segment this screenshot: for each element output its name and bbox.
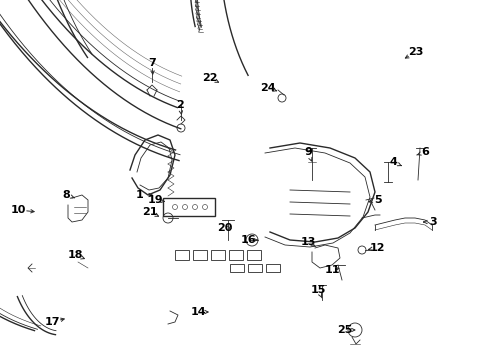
Bar (175, 250, 189, 260)
Bar (230, 264, 244, 272)
Text: 24: 24 (260, 83, 276, 93)
Text: 5: 5 (374, 195, 382, 205)
Text: 23: 23 (408, 47, 424, 57)
Text: 14: 14 (190, 307, 206, 317)
Bar (229, 250, 243, 260)
Text: 7: 7 (148, 58, 156, 68)
Bar (248, 264, 262, 272)
Text: 17: 17 (44, 317, 60, 327)
Text: 20: 20 (217, 223, 233, 233)
Text: 1: 1 (136, 190, 144, 200)
Text: 22: 22 (202, 73, 218, 83)
Text: 4: 4 (389, 157, 397, 167)
Text: 3: 3 (429, 217, 437, 227)
Bar (163, 198, 215, 216)
Text: 13: 13 (300, 237, 316, 247)
Bar (193, 250, 207, 260)
Text: 8: 8 (62, 190, 70, 200)
Text: 6: 6 (421, 147, 429, 157)
Text: 19: 19 (147, 195, 163, 205)
Text: 18: 18 (67, 250, 83, 260)
Text: 12: 12 (369, 243, 385, 253)
Text: 2: 2 (176, 100, 184, 110)
Text: 21: 21 (142, 207, 158, 217)
Text: 11: 11 (324, 265, 340, 275)
Text: 9: 9 (304, 147, 312, 157)
Bar (247, 250, 261, 260)
Text: 25: 25 (337, 325, 353, 335)
Bar (266, 264, 280, 272)
Text: 16: 16 (240, 235, 256, 245)
Text: 15: 15 (310, 285, 326, 295)
Bar (211, 250, 225, 260)
Text: 10: 10 (10, 205, 25, 215)
